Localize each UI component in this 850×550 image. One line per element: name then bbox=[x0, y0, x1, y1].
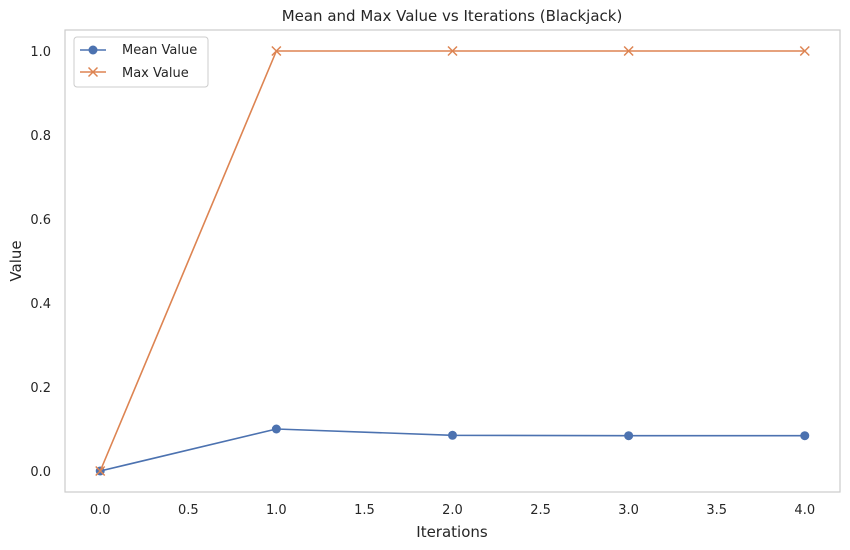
x-tick-label: 1.0 bbox=[266, 503, 287, 518]
data-point-max-value bbox=[799, 45, 810, 57]
data-point-max-value bbox=[623, 45, 634, 57]
data-point-mean-value bbox=[271, 424, 281, 434]
x-tick-label: 1.5 bbox=[354, 503, 375, 518]
x-tick-label: 0.5 bbox=[178, 503, 199, 518]
series-mean-value bbox=[95, 424, 810, 476]
series-line-max-value bbox=[99, 50, 805, 472]
data-point-mean-value bbox=[448, 430, 457, 440]
y-tick-label: 1.0 bbox=[30, 45, 51, 60]
y-axis-label: Value bbox=[7, 240, 25, 281]
series-layer bbox=[95, 45, 810, 477]
y-tick-label: 0.6 bbox=[30, 213, 51, 228]
chart-title: Mean and Max Value vs Iterations (Blackj… bbox=[282, 7, 623, 25]
y-axis-ticks: 0.0 0.2 0.4 0.6 0.8 1.0 bbox=[30, 45, 51, 480]
x-axis-ticks: 0.0 0.5 1.0 1.5 2.0 2.5 3.0 3.5 4.0 bbox=[90, 503, 815, 518]
x-tick-label: 4.0 bbox=[794, 503, 815, 518]
legend-marker-mean-value bbox=[88, 45, 98, 55]
legend-box bbox=[73, 36, 209, 88]
x-tick-label: 3.0 bbox=[618, 503, 639, 518]
y-tick-label: 0.4 bbox=[30, 297, 51, 312]
y-tick-label: 0.2 bbox=[30, 381, 51, 396]
legend-label-max-value: Max Value bbox=[122, 66, 189, 81]
data-point-mean-value bbox=[624, 431, 634, 441]
legend-marker-max-value bbox=[87, 66, 99, 78]
legend-label-mean-value: Mean Value bbox=[122, 43, 197, 58]
data-point-max-value bbox=[271, 45, 282, 57]
y-tick-label: 0.0 bbox=[30, 465, 51, 480]
data-point-max-value bbox=[95, 465, 106, 477]
x-tick-label: 2.5 bbox=[530, 503, 551, 518]
data-point-mean-value bbox=[800, 431, 810, 441]
x-tick-label: 3.5 bbox=[706, 503, 727, 518]
y-tick-label: 0.8 bbox=[30, 129, 51, 144]
data-point-max-value bbox=[447, 45, 458, 57]
x-axis-label: Iterations bbox=[416, 523, 488, 541]
x-tick-label: 2.0 bbox=[442, 503, 463, 518]
legend: Mean Value Max Value bbox=[73, 36, 209, 88]
x-tick-label: 0.0 bbox=[90, 503, 111, 518]
plot-frame bbox=[64, 29, 841, 493]
series-max-value bbox=[95, 45, 810, 477]
